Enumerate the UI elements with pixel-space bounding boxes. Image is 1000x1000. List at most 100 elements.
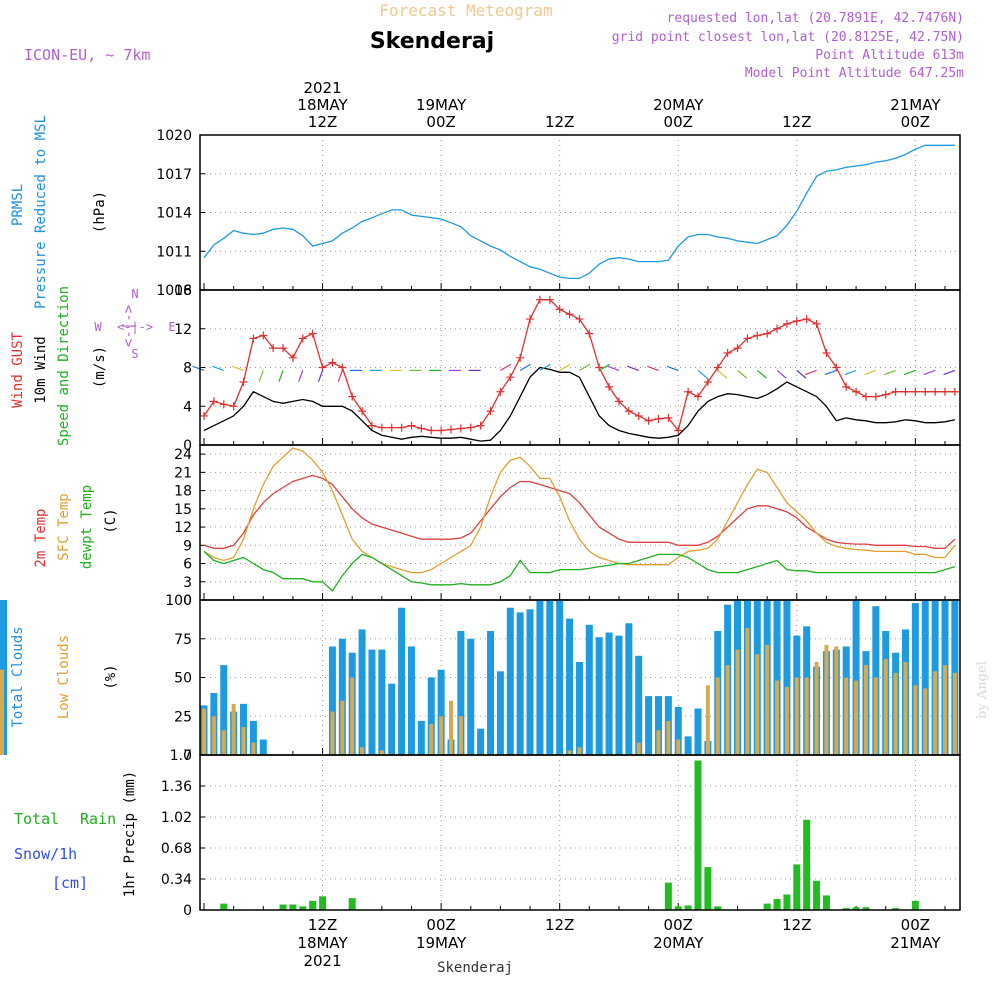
- y-tick-label: 0.34: [161, 872, 192, 888]
- wind-direction-arrow: [627, 365, 639, 371]
- total-clouds-bar: [220, 665, 228, 755]
- wind-direction-arrow: [278, 370, 284, 382]
- total-clouds-bar: [487, 631, 495, 755]
- total-clouds-bar: [625, 623, 633, 755]
- low-clouds-bar: [893, 672, 898, 755]
- total-clouds-bar: [338, 638, 346, 755]
- panel-frame: [199, 754, 961, 911]
- total-clouds-bar: [506, 607, 514, 755]
- y-tick-label: 18: [174, 484, 192, 500]
- gust-marker: [684, 387, 693, 396]
- wind-direction-arrow: [824, 369, 837, 376]
- model-label: ICON-EU, ~ 7km: [24, 46, 150, 64]
- gust-marker: [447, 425, 455, 434]
- low-clouds-bar: [202, 708, 206, 755]
- total-clouds-bar: [249, 720, 257, 755]
- total-clouds-bar: [516, 612, 524, 755]
- total-clouds-bar: [575, 662, 583, 755]
- wind-direction-arrow: [579, 363, 591, 371]
- wind-direction-arrow: [923, 369, 936, 376]
- panels: 1008 1011 1014 1017 1020 0 4 8 12 16 0 3 6 9 12 15 18 21 2…: [0, 115, 961, 919]
- top-time-label: 00Z: [664, 113, 693, 131]
- gust-marker: [496, 387, 505, 396]
- total-clouds-bar: [546, 600, 554, 755]
- low-clouds-label: Low Clouds: [56, 635, 72, 719]
- total-clouds-bar: [645, 696, 653, 755]
- rain-bar: [813, 880, 821, 910]
- total-clouds-bar: [911, 603, 919, 755]
- gust-marker: [259, 331, 268, 340]
- rain-bar: [803, 819, 811, 910]
- top-time-label: 21MAY: [890, 96, 941, 114]
- series-line-2m-temp: [203, 474, 956, 549]
- total-clouds-bar: [684, 736, 692, 755]
- low-clouds-bar: [933, 671, 938, 755]
- wind-direction-arrow: [844, 369, 857, 376]
- gust-marker: [387, 423, 396, 432]
- total-clouds-bar: [773, 600, 781, 755]
- bottom-time-label: 00Z: [426, 916, 455, 934]
- gust-marker: [358, 407, 367, 416]
- gust-marker: [476, 421, 485, 430]
- wind-direction-arrow: [776, 369, 787, 379]
- top-time-label: 12Z: [782, 113, 811, 131]
- y-tick-label: 24: [174, 447, 192, 463]
- total-clouds-bar: [536, 600, 544, 755]
- gust-marker: [437, 426, 446, 435]
- gust-marker: [377, 423, 386, 432]
- gust-marker: [555, 305, 564, 314]
- y-tick-label: 0: [183, 593, 192, 609]
- wind-direction-arrow: [232, 365, 244, 371]
- requested-coords: requested lon,lat (20.7891E, 42.7476N): [667, 11, 964, 26]
- gust-marker: [308, 329, 317, 338]
- gust-marker: [634, 411, 643, 420]
- rain-bar: [279, 904, 287, 910]
- y-tick-label: 4: [183, 399, 192, 415]
- wind-direction-arrow: [192, 365, 205, 371]
- gust-marker: [852, 387, 861, 396]
- rain-bar: [674, 906, 682, 910]
- gust-marker: [624, 407, 633, 416]
- gust-marker: [367, 421, 376, 430]
- compass-west: W: [94, 320, 102, 334]
- y-tick-label: 100: [165, 593, 192, 609]
- y-tick-label: 12: [174, 520, 192, 536]
- top-time-label: 2021: [303, 79, 341, 97]
- y-tick-label: 1.7: [170, 748, 192, 764]
- model-altitude: Model Point Altitude 647.25m: [745, 66, 964, 81]
- gust-marker: [941, 387, 949, 396]
- gust-marker: [871, 392, 880, 401]
- gust-marker: [427, 426, 436, 435]
- low-clouds-bar: [340, 700, 345, 755]
- gust-marker: [881, 390, 890, 399]
- gust-marker: [733, 344, 742, 353]
- total-clouds-bar: [358, 629, 366, 755]
- low-clouds-bar: [755, 654, 760, 755]
- clouds-unit: (%): [103, 664, 119, 689]
- y-tick-label: 1020: [156, 128, 192, 144]
- low-clouds-bar: [350, 677, 355, 755]
- gust-marker: [249, 334, 258, 343]
- gust-marker: [832, 363, 841, 372]
- y-tick-label: 75: [174, 632, 192, 648]
- wind-direction-arrow: [943, 369, 956, 376]
- y-tick-label: 12: [174, 322, 192, 338]
- total-clouds-bar: [437, 669, 445, 755]
- gust-marker: [822, 348, 831, 357]
- bottom-time-label: 2021: [303, 952, 341, 970]
- precip-total-label: Total: [14, 810, 59, 828]
- wind-direction-arrow: [864, 369, 877, 376]
- wind-direction-arrow: [298, 370, 304, 382]
- panel-pressure: 1008 1011 1014 1017 1020: [156, 128, 961, 299]
- total-clouds-bar: [388, 683, 396, 755]
- low-clouds-bar: [705, 685, 710, 755]
- gust-marker: [328, 358, 337, 367]
- super-title: Forecast Meteogram: [379, 1, 552, 20]
- low-clouds-bar: [913, 685, 918, 755]
- low-clouds-bar: [458, 716, 463, 755]
- low-clouds-bar: [241, 727, 246, 755]
- low-clouds-bar: [814, 662, 819, 755]
- total-clouds-bar: [615, 635, 623, 755]
- bottom-time-label: 12Z: [782, 916, 811, 934]
- bottom-time-label: 21MAY: [890, 934, 941, 952]
